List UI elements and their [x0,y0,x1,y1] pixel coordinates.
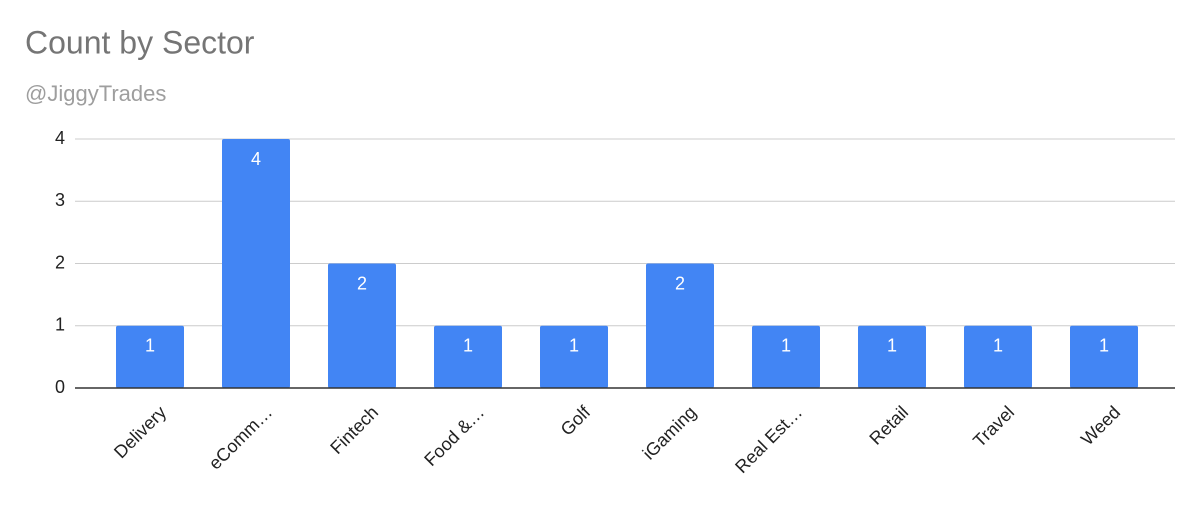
data-label: 1 [887,336,897,356]
x-tick-label: Food &… [420,402,488,470]
bar [858,325,926,388]
bar [1070,325,1138,388]
x-tick-label: iGaming [639,402,701,464]
data-label: 1 [569,336,579,356]
bar [222,139,290,388]
data-label: 4 [251,149,261,169]
x-tick-label: Golf [557,401,595,439]
bar [434,325,502,388]
bar [540,325,608,388]
x-tick-label: Travel [969,402,1018,451]
bar [646,263,714,388]
bar [964,325,1032,388]
bar [116,325,184,388]
x-tick-label: Fintech [326,402,382,458]
x-tick-label: eComm… [205,402,276,473]
chart-subtitle: @JiggyTrades [25,81,166,106]
y-tick-label: 4 [55,128,65,148]
y-tick-label: 3 [55,190,65,210]
x-tick-label: Weed [1077,402,1124,449]
x-tick-label: Delivery [110,402,170,462]
data-label: 1 [1099,336,1109,356]
y-tick-label: 2 [55,252,65,272]
data-label: 1 [993,336,1003,356]
data-label: 2 [357,273,367,293]
data-label: 1 [145,336,155,356]
data-label: 1 [781,336,791,356]
bar [752,325,820,388]
data-label: 2 [675,273,685,293]
bar [328,263,396,388]
y-tick-label: 1 [55,315,65,335]
chart-title: Count by Sector [25,24,255,60]
x-tick-label: Real Est… [731,402,806,477]
y-tick-label: 0 [55,377,65,397]
data-label: 1 [463,336,473,356]
x-tick-label: Retail [865,402,912,449]
